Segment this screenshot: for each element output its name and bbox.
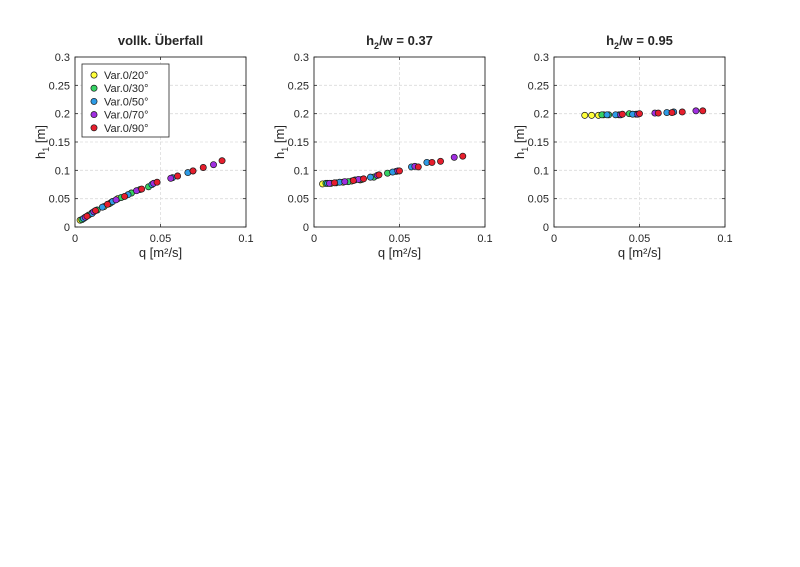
chart-2-ytick-label-3: 0.15	[288, 137, 309, 149]
chart-2-title: h2/w = 0.37	[366, 33, 433, 51]
chart-2-ytick-label-0: 0	[303, 222, 309, 234]
legend-marker-3	[90, 97, 98, 105]
chart-2-axes-box	[313, 56, 486, 228]
chart-1-group: 0 0.05 0.1 0 0.05 0.1 0.15 0.2 0.25 0.3 vollk. Übe…	[33, 33, 254, 260]
chart-1-ylabel: h1 [m]	[33, 125, 51, 159]
chart-1-series-4-point-8	[210, 161, 217, 169]
chart-2-xtick-label-0: 0	[311, 233, 317, 245]
chart-2-series-5-point-4	[375, 171, 383, 179]
chart-3-series-5-point-1	[618, 110, 626, 118]
chart-2-series-5-point-7	[428, 158, 436, 166]
chart-1-series-5-point-7	[174, 172, 182, 180]
legend-label-4: Var.0/70°	[104, 110, 149, 122]
chart-3-ytick-label-4: 0.2	[534, 109, 549, 121]
chart-3-series-4-point-4	[692, 107, 700, 115]
chart-2-ytick-label-6: 0.3	[294, 52, 309, 64]
chart-1-series-5-point-9	[199, 164, 207, 171]
chart-1-series-4-point-6	[167, 174, 175, 182]
legend-label-5: Var.0/90°	[104, 123, 149, 135]
chart-2-ytick-label-2: 0.1	[294, 165, 309, 177]
chart-3-series-3-point-1	[603, 111, 611, 119]
chart-2-series-5-point-9	[459, 152, 467, 160]
chart-3-series-5-point-5	[678, 108, 686, 116]
chart-1-xtick-label-1: 0.05	[150, 233, 171, 245]
chart-1-xtick-label-0: 0	[72, 233, 78, 245]
chart-2-series-4-point-2	[341, 178, 349, 186]
chart-3-ytick-label-5: 0.25	[528, 80, 549, 92]
chart-1-ytick-label-6: 0.3	[55, 52, 70, 64]
chart-2-xtick-label-2: 0.1	[477, 233, 492, 245]
chart-1-series-5-point-4	[121, 192, 129, 200]
legend-marker-5	[90, 124, 98, 132]
chart-1-ytick-label-3: 0.15	[49, 137, 70, 149]
chart-2-series-5-point-8	[437, 157, 444, 165]
chart-1-series-4-point-3	[112, 196, 120, 204]
chart-2-series-5-point-3	[360, 175, 368, 183]
chart-1-series-5-point-8	[189, 167, 197, 175]
legend-marker-1	[90, 71, 98, 79]
chart-3-axes-box	[553, 56, 726, 228]
chart-3-ytick-label-0: 0	[543, 222, 549, 234]
chart-3-xlabel: q [m²/s]	[618, 245, 661, 260]
chart-1-xtick-label-2: 0.1	[238, 233, 253, 245]
chart-3-ytick-label-3: 0.15	[528, 137, 549, 149]
chart-1-series-5-point-5	[138, 185, 146, 193]
chart-2-ytick-label-1: 0.05	[288, 194, 309, 206]
chart-1-ytick-label-4: 0.2	[55, 109, 70, 121]
chart-3-ylabel: h1 [m]	[512, 125, 530, 159]
chart-2-ytick-label-5: 0.25	[288, 80, 309, 92]
chart-1-series-5-point-1	[83, 212, 91, 220]
chart-1-series-5-point-6	[153, 178, 161, 186]
chart-2-ylabel: h1 [m]	[272, 125, 290, 159]
chart-2-xlabel: q [m²/s]	[378, 245, 421, 260]
legend-marker-2	[90, 84, 98, 92]
chart-1-ytick-label-1: 0.05	[49, 194, 70, 206]
chart-2-series-4-point-7	[450, 153, 458, 161]
chart-3-ytick-label-1: 0.05	[528, 194, 549, 206]
chart-1-ytick-label-5: 0.25	[49, 80, 70, 92]
chart-2-ytick-label-4: 0.2	[294, 109, 309, 121]
chart-3-series-1-point-2	[588, 111, 596, 119]
chart-3-ytick-label-2: 0.1	[534, 165, 549, 177]
legend-label-3: Var.0/50°	[104, 96, 149, 108]
chart-3-series-5-point-2	[636, 110, 643, 118]
legend-label-2: Var.0/30°	[104, 83, 149, 95]
chart-1-axes-box	[74, 56, 247, 228]
chart-1-series-5-point-10	[218, 157, 226, 165]
chart-1-xlabel: q [m²/s]	[139, 245, 182, 260]
chart-2-series-5-point-1	[331, 179, 338, 187]
chart-1-title: vollk. Überfall	[118, 33, 203, 48]
chart-3-xtick-label-2: 0.1	[717, 233, 732, 245]
chart-2-series-5-point-6	[414, 163, 422, 171]
chart-2-series-5-point-5	[396, 167, 403, 175]
chart-3-xtick-label-0: 0	[551, 233, 557, 245]
chart-3-title: h2/w = 0.95	[606, 33, 673, 51]
chart-3-series-5-point-6	[699, 107, 707, 115]
chart-1-series-3-point-3	[98, 203, 106, 211]
chart-2-series-5-point-2	[349, 177, 357, 184]
chart-2-group: 0 0.05 0.1 0 0.05 0.1 0.15 0.2 0.25 0.3 h2/w = 0.3…	[272, 33, 493, 260]
legend-label-1: Var.0/20°	[104, 70, 149, 82]
chart-3-series-5-point-3	[654, 109, 662, 117]
chart-3-series-5-point-4	[668, 109, 676, 116]
chart-3-ytick-label-6: 0.3	[534, 52, 549, 64]
chart-1-ytick-label-2: 0.1	[55, 165, 70, 177]
chart-3-series-1-point-1	[581, 111, 589, 119]
chart-2-series-3-point-4	[366, 173, 374, 181]
chart-1-ytick-label-0: 0	[64, 222, 70, 234]
chart-1-series-5-point-3	[104, 200, 111, 208]
legend-marker-4	[90, 111, 98, 119]
chart-1-series-5-point-2	[92, 207, 99, 215]
chart-3-xtick-label-1: 0.05	[629, 233, 650, 245]
chart-2-xtick-label-1: 0.05	[389, 233, 410, 245]
chart-3-group: 0 0.05 0.1 0 0.05 0.1 0.15 0.2 0.25 0.3 h2/w = 0.9…	[512, 33, 733, 260]
